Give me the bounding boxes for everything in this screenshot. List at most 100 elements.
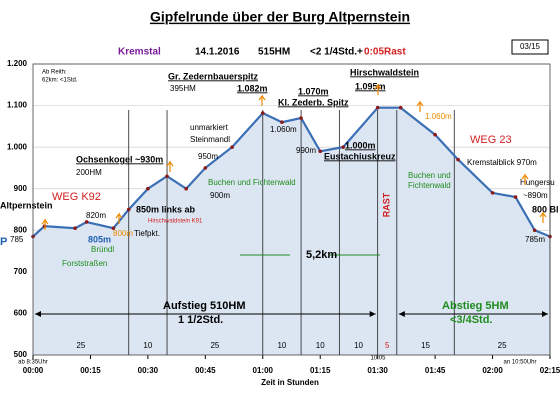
annotation: 200HM [76,168,102,177]
annotation: Tiefpkt. [134,229,160,238]
profile-point [260,111,265,115]
profile-point [513,195,518,199]
page-badge-box [511,39,549,55]
annotation: 805m [88,234,111,244]
annotation: 900m [210,191,230,200]
annotation: 785m [525,235,545,244]
annotation: 1.060m [270,125,297,134]
x-tick-label: 02:00 [482,366,503,375]
annotation: 850m links ab [136,204,196,214]
y-tick-label: 1.200 [7,59,28,68]
x-tick-label: 01:00 [253,366,274,375]
segment-duration: 25 [76,341,85,350]
annotation: Kremstalblick 970m [467,158,537,167]
profile-point [490,191,495,195]
annotation: Aufstieg 510HM [163,300,246,312]
annotation: 5,2km [306,249,337,261]
marker-flag [416,100,424,112]
rest: 0:05Rast [364,47,406,58]
profile-point [375,105,380,110]
profile-point [73,226,77,231]
annotation: ~890m [523,191,548,200]
segment-duration: 10 [143,341,152,350]
annotation: Gr. Zedernbauerspitz [168,71,259,81]
annotation: 820m [86,211,106,220]
profile-point [126,207,131,212]
profile-point [230,145,234,149]
segment-duration: 10 [316,341,325,350]
profile-point [280,120,284,124]
annotation: Altpernstein [0,200,53,210]
y-tick-label: 700 [14,267,28,276]
x-axis-label: Zeit in Stunden [261,378,319,387]
annotation: 785 [10,235,24,244]
annotation: 1.095m [355,81,386,91]
annotation: 950m [198,152,218,161]
annotation: Eustachiuskreuz [324,151,396,161]
annotation: Hungersu [520,178,555,187]
x-tick-label: 01:15 [310,366,331,375]
x-tick-label: 01:30 [367,366,388,375]
annotation: 62km: <1Std. [42,78,78,84]
annotation: an 10:50Uhr [503,360,536,366]
profile-line [32,106,551,238]
annotation: Buchen und [408,171,451,180]
ascent: 515HM [258,47,290,58]
annotation: unmarkiert [190,123,229,132]
annotation: Bründl [91,245,114,254]
annotation: WEG 23 [470,134,512,146]
segment-duration: 15 [421,341,430,350]
annotation: 1.000m [345,140,376,150]
annotation: 1.070m [298,86,329,96]
annotation: Abstieg 5HM [442,300,509,312]
chart-title: Gipfelrunde über der Burg Altpernstein [150,9,410,25]
profile-area [33,107,550,355]
marker-flag [521,173,529,185]
x-tick-label: 00:30 [138,366,159,375]
segment-duration: 25 [498,341,507,350]
annotation: Kl. Zederb. Spitz [278,97,349,107]
y-tick-label: 900 [14,184,28,193]
profile-point [111,226,116,231]
page-badge: 03/15 [520,42,541,51]
x-tick-label: 02:15 [540,366,560,375]
annotation: 1.082m [237,83,268,93]
profile-point [165,174,169,179]
y-tick-label: 800 [14,225,28,234]
profile-point [318,149,323,154]
profile-point [203,166,208,170]
annotation: 10:05 [370,356,386,362]
marker-flag [41,218,49,230]
annotation: Steinmandl [190,135,230,144]
segment-duration: 10 [354,341,363,350]
annotation: 1 1/2Std. [178,314,223,326]
annotation: Hirschwaldstein K91 [148,219,203,225]
profile-point [184,186,188,191]
y-tick-label: 1.100 [7,101,28,110]
annotation: 800m [113,229,133,238]
annotation: Hirschwaldstein [350,67,419,77]
segment-duration: 25 [210,341,219,350]
profile-point [299,116,303,120]
annotation: ab 8:35Uhr [18,360,48,366]
marker-flag [166,160,174,172]
plot-frame [32,63,551,356]
marker-flag [539,211,547,223]
annotation: Fichtenwald [408,181,451,190]
x-tick-label: 00:00 [23,366,44,375]
profile-point [456,157,460,162]
duration: <2 1/4Std.+ [310,47,363,58]
annotation: Ab Reith: [42,70,67,76]
y-tick-label: 1.000 [7,142,28,151]
annotation: Buchen und Fichtenwald [208,178,296,187]
annotation: Ochsenkogel ~930m [76,154,163,164]
profile-point [84,220,89,224]
x-tick-label: 00:45 [195,366,216,375]
segment-duration: 10 [277,341,286,350]
profile-point [532,228,537,233]
annotation: P [0,236,7,248]
marker-flag [258,94,266,106]
annotation: 990m [296,146,316,155]
segment-duration: 5 [385,341,390,350]
